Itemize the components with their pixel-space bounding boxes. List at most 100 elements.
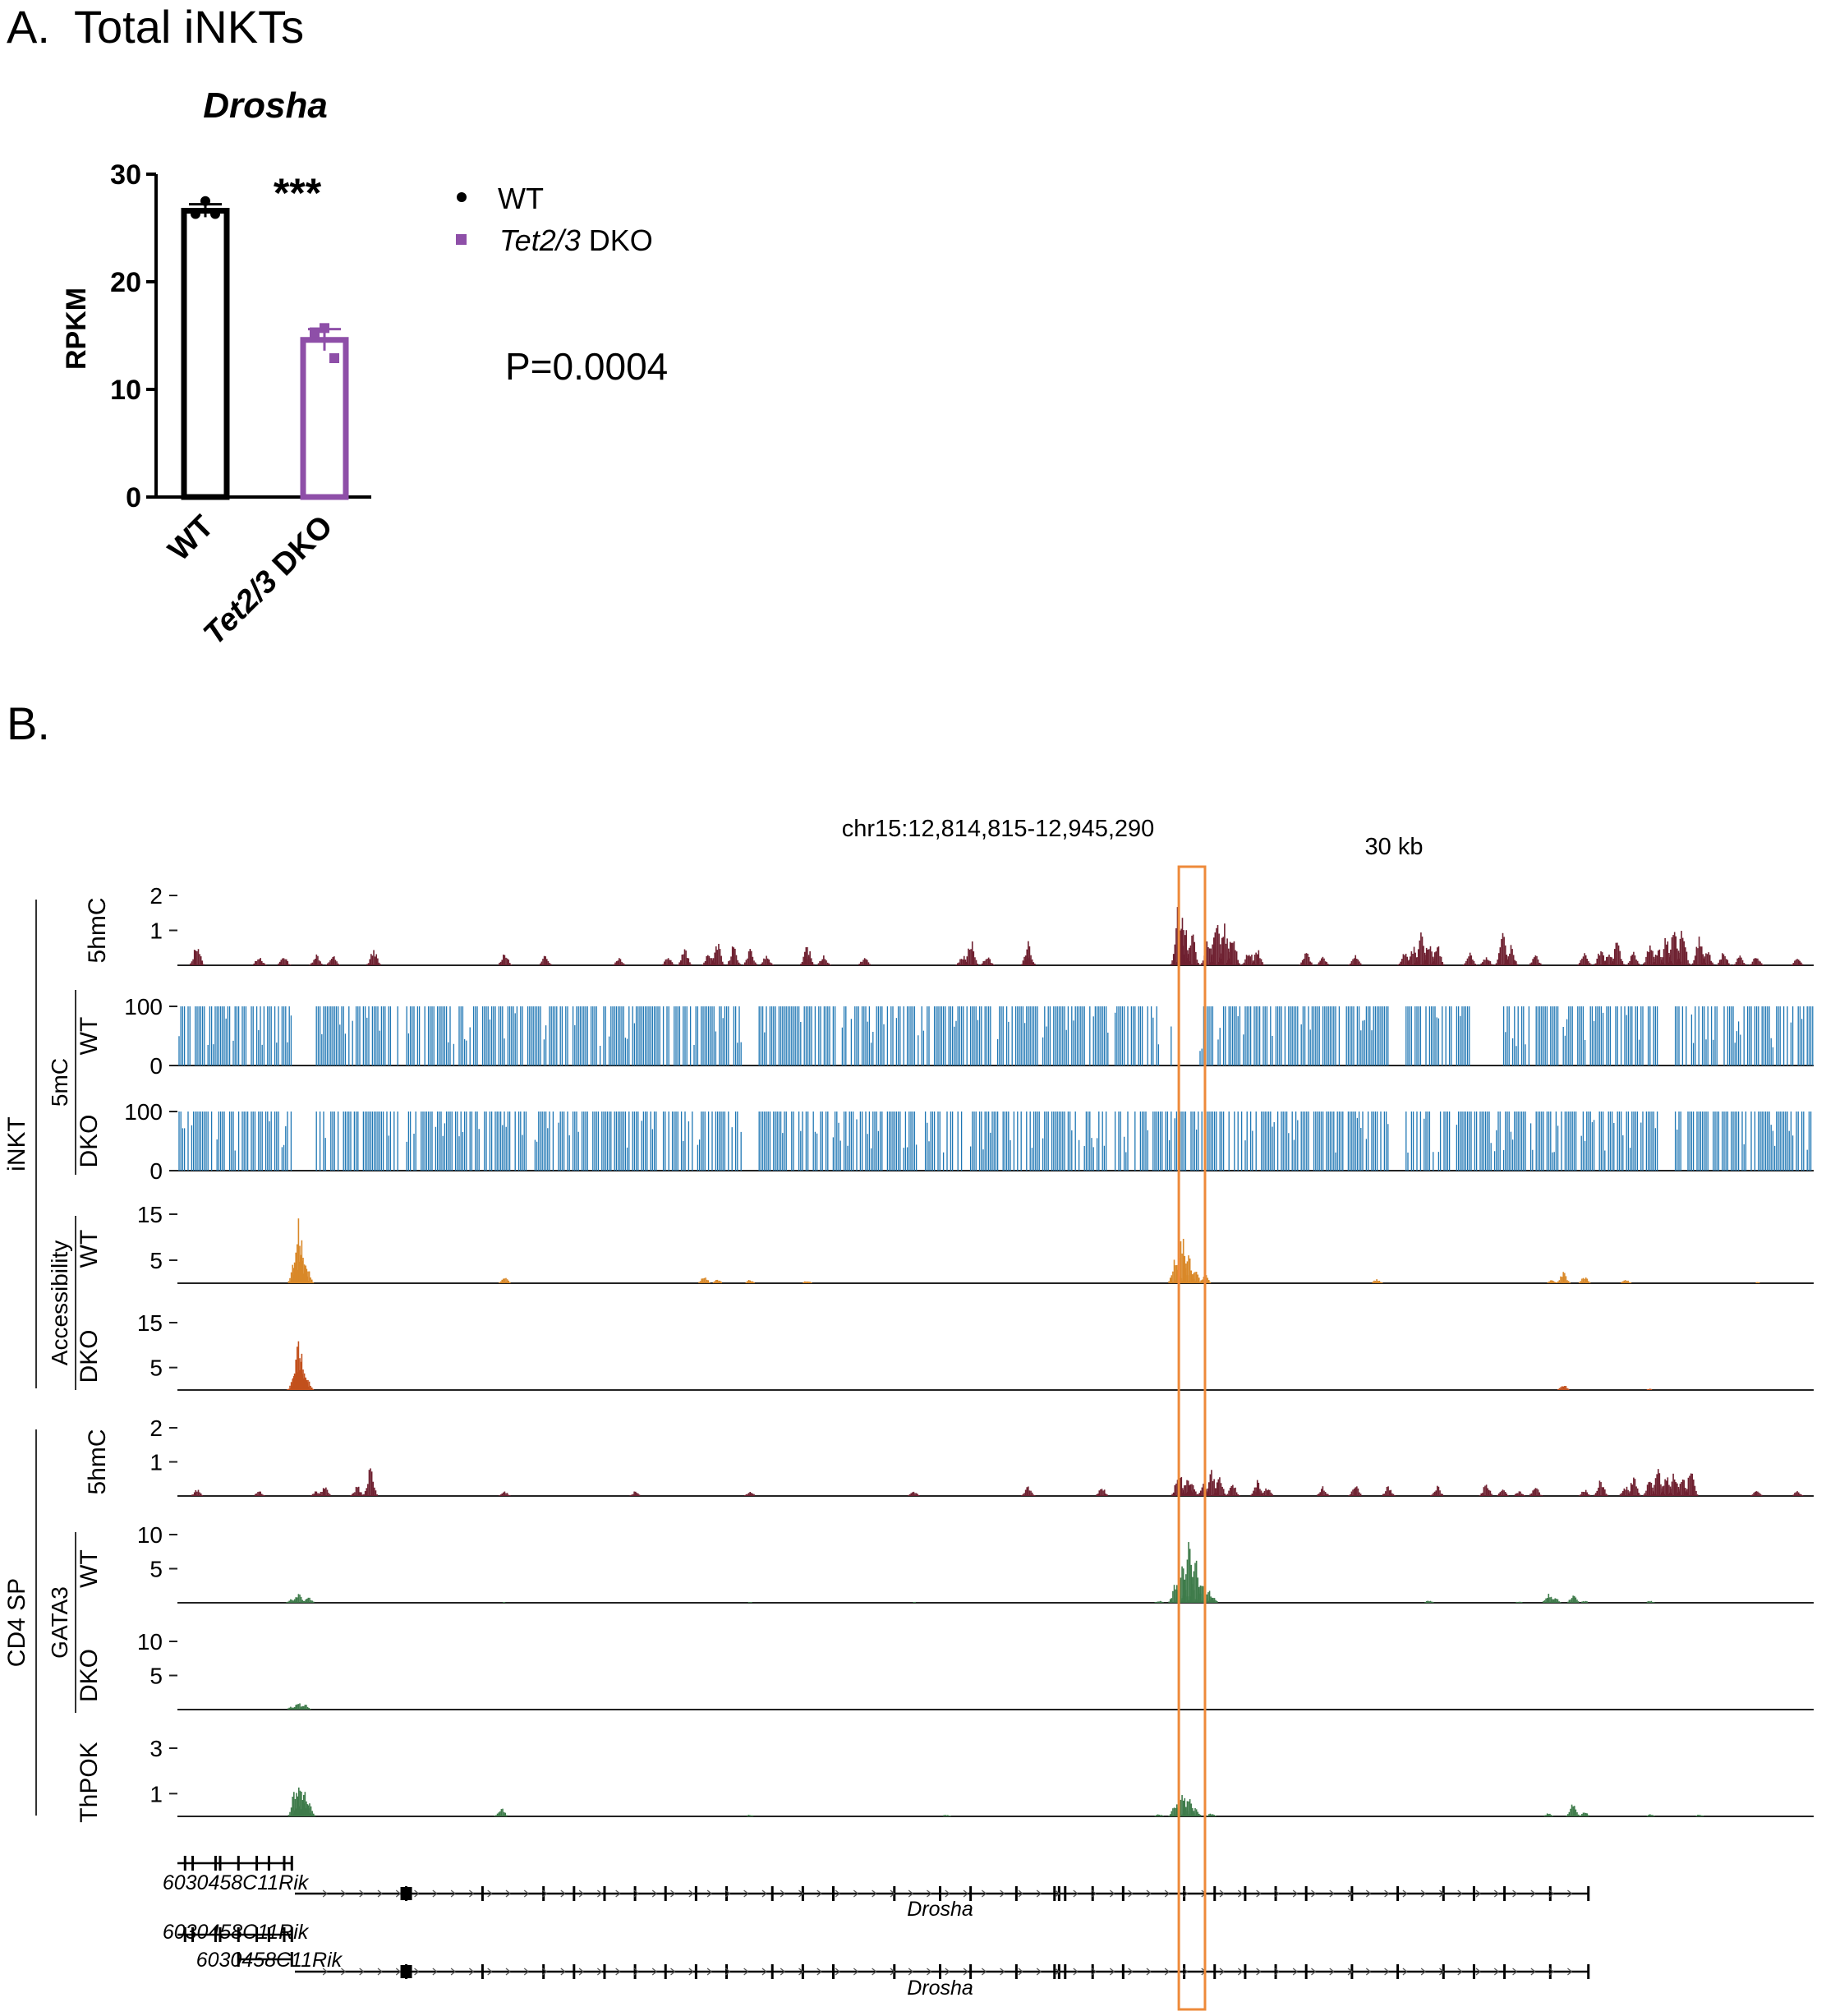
- x-tick-label-suffix: DKO: [260, 509, 339, 589]
- bar: [181, 208, 230, 500]
- track-thpok: 3 1 ThPOK: [76, 1736, 1814, 1823]
- track-tick-label: 2: [149, 883, 163, 909]
- strand-arrow: [725, 1968, 731, 1976]
- strand-arrow: [1055, 1889, 1060, 1898]
- strand-arrow: [780, 1968, 786, 1976]
- strand-arrow: [359, 1889, 365, 1898]
- strand-arrow: [908, 1889, 914, 1898]
- strand-arrow: [1219, 1968, 1226, 1976]
- data-point: [329, 353, 339, 364]
- strand-arrow: [1365, 1968, 1372, 1976]
- strand-arrow: [1457, 1968, 1463, 1976]
- strand-arrow: [706, 1889, 713, 1898]
- strand-arrow: [1128, 1889, 1134, 1898]
- highlight-box: [1177, 865, 1207, 2011]
- strand-arrow: [1109, 1889, 1115, 1898]
- strand-arrow: [688, 1889, 694, 1898]
- strand-arrow: [1292, 1889, 1299, 1898]
- strand-arrow: [1237, 1968, 1244, 1976]
- gene-6030458c11rik: 6030458C11Rik: [163, 1921, 310, 1944]
- strand-arrow: [322, 1889, 329, 1898]
- legend-dko-suffix: DKO: [581, 223, 653, 257]
- y-tick-label: 30: [110, 159, 141, 191]
- strand-arrow: [1567, 1889, 1573, 1898]
- data-point: [320, 323, 329, 334]
- track-tick-label: 0: [149, 1053, 163, 1079]
- strand-arrow: [523, 1889, 530, 1898]
- gene-drosha: Drosha: [294, 1886, 1590, 1921]
- strand-arrow: [1420, 1968, 1427, 1976]
- gene-label: 6030458C11Rik: [163, 1871, 310, 1894]
- strand-arrow: [1237, 1889, 1244, 1898]
- data-point: [310, 327, 320, 338]
- strand-arrow: [1475, 1968, 1481, 1976]
- legend-dko-italic: Tet2/3: [499, 223, 581, 257]
- subgroup-label: Accessibility: [47, 1240, 72, 1365]
- strand-arrow: [981, 1889, 987, 1898]
- track-tick-label: 1: [149, 1450, 163, 1475]
- track-tick-label: 5: [149, 1557, 163, 1582]
- strand-arrow: [1055, 1968, 1060, 1976]
- strand-arrow: [450, 1968, 457, 1976]
- strand-arrow: [414, 1968, 420, 1976]
- strand-arrow: [963, 1968, 969, 1976]
- strand-arrow: [1036, 1968, 1042, 1976]
- bar: [300, 337, 349, 500]
- strand-arrow: [1128, 1968, 1134, 1976]
- gene-label: Drosha: [907, 1898, 973, 1921]
- strand-arrow: [1183, 1968, 1189, 1976]
- strand-arrow: [670, 1889, 676, 1898]
- strand-arrow: [1018, 1968, 1023, 1976]
- y-tick-label: 20: [110, 267, 141, 298]
- y-tick-label: 0: [126, 482, 141, 513]
- strand-arrow: [927, 1968, 932, 1976]
- strand-arrow: [908, 1968, 914, 1976]
- genome-region: chr15:12,814,815-12,945,290: [842, 816, 1155, 842]
- track-tick-label: 2: [149, 1415, 163, 1441]
- track-dko: 15 5 DKO: [76, 1310, 1814, 1391]
- strand-arrow: [450, 1889, 457, 1898]
- x-tick-label-italic: Tet2/3: [197, 564, 284, 651]
- data-point: [200, 196, 210, 206]
- strand-arrow: [1036, 1889, 1042, 1898]
- strand-arrow: [1512, 1968, 1518, 1976]
- strand-arrow: [633, 1889, 639, 1898]
- scale-label: 30 kb: [1365, 834, 1424, 860]
- panel-a-label: A.: [7, 1, 50, 53]
- strand-arrow: [872, 1968, 877, 1976]
- strand-arrow: [341, 1889, 347, 1898]
- strand-arrow: [706, 1968, 713, 1976]
- strand-arrow: [615, 1889, 621, 1898]
- strand-arrow: [1073, 1968, 1079, 1976]
- strand-arrow: [927, 1889, 932, 1898]
- track-name: WT: [76, 1017, 103, 1056]
- strand-arrow: [395, 1968, 402, 1976]
- strand-arrow: [1018, 1889, 1023, 1898]
- strand-arrow: [322, 1968, 329, 1976]
- strand-arrow: [1329, 1968, 1335, 1976]
- x-tick-label: WT: [162, 509, 220, 568]
- p-value-text: P=0.0004: [505, 345, 668, 388]
- bar-chart-title: Drosha: [203, 85, 328, 126]
- strand-arrow: [432, 1889, 438, 1898]
- gene-label: 6030458C11Rik: [196, 1949, 343, 1972]
- strand-arrow: [1146, 1889, 1152, 1898]
- strand-arrow: [651, 1889, 658, 1898]
- strand-arrow: [816, 1968, 822, 1976]
- strand-arrow: [1000, 1968, 1005, 1976]
- cds-block: [400, 1887, 412, 1900]
- strand-arrow: [560, 1968, 566, 1976]
- gene-6030458c11rik: 6030458C11Rik: [163, 1856, 310, 1894]
- panel-b-label: B.: [7, 697, 50, 749]
- strand-arrow: [798, 1889, 804, 1898]
- strand-arrow: [1493, 1968, 1500, 1976]
- strand-arrow: [1475, 1889, 1481, 1898]
- strand-arrow: [1548, 1889, 1555, 1898]
- strand-arrow: [1420, 1889, 1427, 1898]
- strand-arrow: [377, 1968, 383, 1976]
- strand-arrow: [670, 1968, 676, 1976]
- legend: WT Tet2/3 DKO: [456, 182, 653, 257]
- strand-arrow: [1000, 1889, 1005, 1898]
- strand-arrow: [432, 1968, 438, 1976]
